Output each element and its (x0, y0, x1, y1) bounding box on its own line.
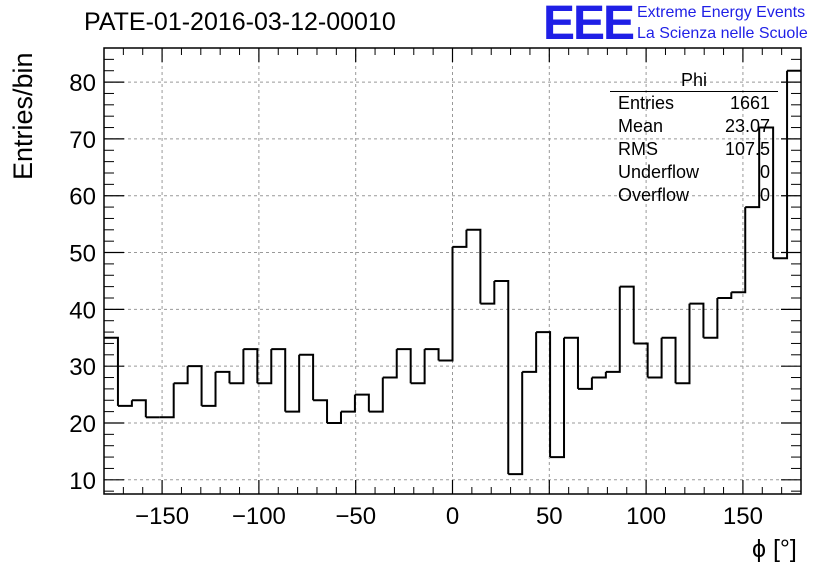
x-tick-label: −150 (135, 503, 189, 530)
histogram-bin (201, 371, 217, 407)
histogram-bin (675, 303, 691, 385)
y-tick-label: 60 (69, 184, 96, 211)
logo-line-2: La Scienza nelle Scuole (637, 25, 808, 42)
histogram-bin (424, 348, 440, 361)
histogram-bin (271, 348, 287, 412)
histogram-bin (466, 228, 482, 304)
histogram-bin (452, 229, 468, 248)
histogram-bin (299, 353, 315, 401)
histogram-bin (717, 292, 733, 299)
stats-value: 0 (759, 162, 770, 182)
histogram-bin (689, 302, 705, 338)
histogram-bin (494, 279, 510, 475)
histogram-bin (591, 371, 607, 379)
histogram-bin (619, 285, 635, 344)
x-tick-label: −100 (232, 503, 286, 530)
histogram-bin (759, 126, 775, 259)
grid-lines (104, 48, 801, 494)
histogram-bin (215, 370, 231, 384)
histogram-bin (313, 399, 329, 423)
y-tick-label: 10 (69, 468, 96, 495)
stats-row-entries: Entries 1661 (610, 92, 778, 115)
x-tick-label: 0 (446, 503, 459, 530)
x-tick-label: 50 (536, 503, 563, 530)
stats-label: RMS (618, 139, 658, 159)
histogram-bin (731, 207, 747, 294)
histogram-bin (410, 349, 426, 385)
stats-label: Mean (618, 116, 664, 136)
histogram-bin (661, 336, 677, 384)
histogram-bars (104, 69, 801, 476)
stats-value: 107.5 (724, 139, 770, 159)
y-tick-label: 50 (69, 241, 96, 268)
histogram-bin (703, 297, 719, 339)
x-tick-label: −50 (335, 503, 376, 530)
histogram-bin (550, 337, 566, 459)
histogram-bin (396, 348, 412, 384)
histogram-bin (243, 348, 259, 384)
stats-row-underflow: Underflow 0 (610, 161, 778, 184)
chart-title: PATE-01-2016-03-12-00010 (84, 8, 396, 36)
x-axis-label: ϕ [°] (752, 535, 797, 563)
histogram-bin (773, 70, 789, 260)
axis-tick-labels: −150 −100 −50 0 50 100 150 10 20 30 40 50 60 70 80 (69, 70, 763, 530)
histogram-bin (522, 332, 538, 373)
histogram-bin (159, 383, 175, 419)
histogram-bin (187, 365, 203, 406)
y-tick-label: 20 (69, 411, 96, 438)
stats-box: Phi Entries 1661 Mean 23.07 RMS 107.5 Un… (610, 70, 778, 207)
histogram-bin (480, 280, 496, 305)
x-tick-label: 100 (626, 503, 666, 530)
histogram-bin (577, 377, 593, 390)
y-axis-label: Entries/bin (8, 52, 38, 180)
stats-row-rms: RMS 107.5 (610, 138, 778, 161)
eee-logo: EEE (543, 0, 635, 50)
stats-label: Entries (618, 93, 675, 113)
histogram-bin (285, 354, 301, 413)
histogram-bin (229, 349, 245, 385)
histogram-bin (354, 393, 370, 412)
histogram-bin (564, 336, 579, 389)
logo-line-1: Extreme Energy Events (637, 4, 806, 21)
histogram-bin (605, 286, 621, 373)
histogram-bin (438, 246, 454, 362)
stats-label: Overflow (618, 185, 690, 205)
histogram-bin (382, 349, 398, 379)
histogram-bin (340, 394, 356, 413)
histogram-bin (536, 331, 552, 458)
histogram-bin (633, 342, 649, 378)
stats-value: 1661 (729, 93, 770, 113)
histogram-bin (745, 127, 761, 209)
histogram-bin (117, 400, 133, 407)
histogram-bin (173, 366, 189, 385)
histogram-bin (327, 411, 342, 424)
stats-row-overflow: Overflow 0 (610, 184, 778, 207)
histogram-bin (257, 349, 273, 385)
y-tick-label: 70 (69, 127, 96, 154)
histogram-bin (508, 371, 524, 476)
histogram-bin (131, 399, 147, 418)
axis-ticks (103, 47, 802, 494)
y-tick-label: 80 (69, 70, 96, 97)
stats-title: Phi (610, 70, 778, 92)
histogram-bin (647, 337, 663, 379)
x-tick-label: 150 (723, 503, 763, 530)
stats-label: Underflow (618, 162, 700, 182)
stats-value: 23.07 (724, 116, 770, 136)
histogram-bin (104, 336, 119, 406)
stats-value: 0 (759, 185, 770, 205)
y-tick-label: 40 (69, 297, 96, 324)
y-tick-label: 30 (69, 354, 96, 381)
histogram-bin (368, 377, 384, 413)
stats-row-mean: Mean 23.07 (610, 115, 778, 138)
